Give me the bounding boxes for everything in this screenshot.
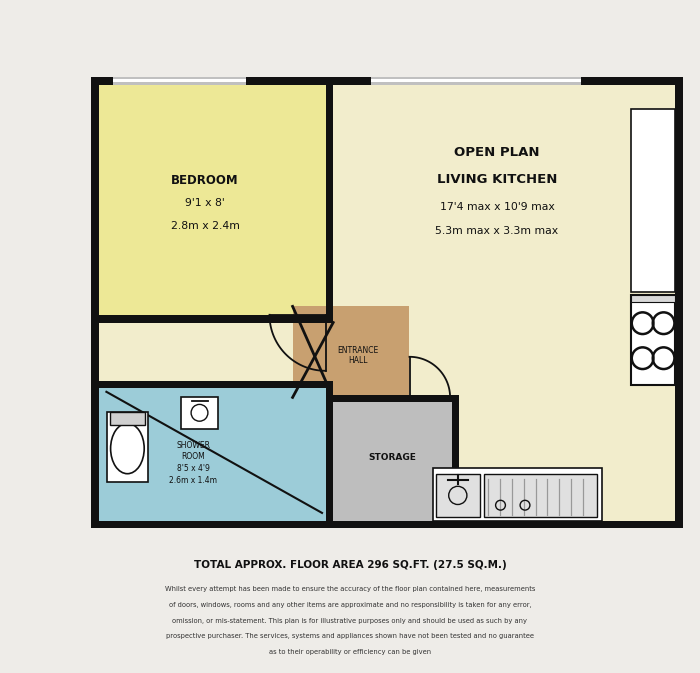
Bar bbox=[371, 77, 581, 79]
Text: 2.8m x 2.4m: 2.8m x 2.4m bbox=[171, 221, 239, 232]
Bar bbox=[631, 109, 675, 292]
Text: ENTRANCE
HALL: ENTRANCE HALL bbox=[337, 346, 379, 365]
Text: LIVING KITCHEN: LIVING KITCHEN bbox=[437, 173, 557, 186]
Bar bbox=[99, 85, 326, 315]
Bar bbox=[113, 77, 246, 85]
Text: 9'1 x 8': 9'1 x 8' bbox=[186, 198, 225, 208]
Bar bbox=[181, 396, 218, 429]
Bar bbox=[107, 412, 148, 482]
Bar bbox=[99, 85, 675, 521]
Bar bbox=[484, 474, 597, 517]
Bar bbox=[99, 381, 333, 388]
Bar bbox=[452, 394, 459, 521]
Bar bbox=[113, 77, 246, 79]
Text: prospective purchaser. The services, systems and appliances shown have not been : prospective purchaser. The services, sys… bbox=[166, 633, 534, 639]
Text: of doors, windows, rooms and any other items are approximate and no responsibili: of doors, windows, rooms and any other i… bbox=[169, 602, 531, 608]
Bar bbox=[631, 295, 675, 302]
Text: Whilst every attempt has been made to ensure the accuracy of the floor plan cont: Whilst every attempt has been made to en… bbox=[164, 586, 536, 592]
Bar bbox=[631, 295, 675, 385]
Text: STORAGE: STORAGE bbox=[368, 454, 416, 462]
Text: omission, or mis-statement. This plan is for illustrative purposes only and shou: omission, or mis-statement. This plan is… bbox=[172, 618, 528, 624]
Bar bbox=[333, 394, 452, 402]
Text: as to their operability or efficiency can be given: as to their operability or efficiency ca… bbox=[269, 649, 431, 656]
Bar bbox=[371, 77, 581, 85]
Bar bbox=[371, 82, 581, 85]
Bar bbox=[91, 77, 682, 528]
Ellipse shape bbox=[111, 423, 144, 474]
Text: OPEN PLAN: OPEN PLAN bbox=[454, 146, 540, 160]
Bar bbox=[436, 474, 480, 517]
Text: TOTAL APPROX. FLOOR AREA 296 SQ.FT. (27.5 SQ.M.): TOTAL APPROX. FLOOR AREA 296 SQ.FT. (27.… bbox=[194, 561, 506, 571]
Bar bbox=[113, 82, 246, 85]
Bar bbox=[326, 381, 333, 521]
Text: 17'4 max x 10'9 max: 17'4 max x 10'9 max bbox=[440, 202, 554, 211]
Bar bbox=[333, 402, 452, 521]
Text: BEDROOM: BEDROOM bbox=[172, 174, 239, 186]
Bar bbox=[433, 468, 602, 521]
Text: 5.3m max x 3.3m max: 5.3m max x 3.3m max bbox=[435, 226, 559, 236]
Bar bbox=[110, 412, 145, 425]
Bar bbox=[99, 388, 326, 521]
Bar bbox=[293, 306, 409, 397]
Text: SHOWER
ROOM
8'5 x 4'9
2.6m x 1.4m: SHOWER ROOM 8'5 x 4'9 2.6m x 1.4m bbox=[169, 441, 217, 485]
Bar bbox=[99, 315, 333, 322]
Bar bbox=[326, 85, 333, 322]
